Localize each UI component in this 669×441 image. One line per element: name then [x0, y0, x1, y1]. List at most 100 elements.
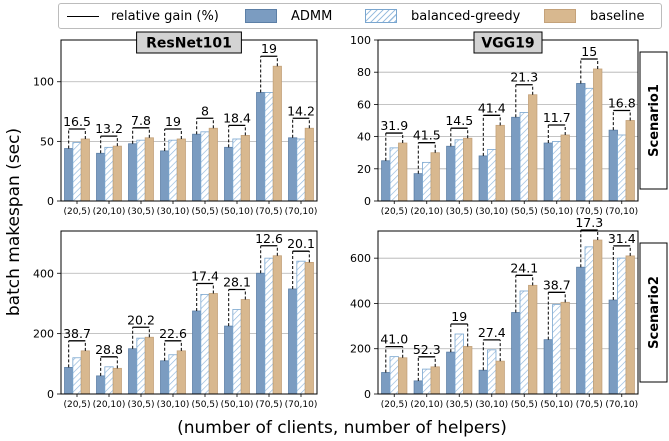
bar-balanced-greedy	[296, 138, 306, 202]
gain-label: 22.6	[159, 326, 187, 341]
bar-balanced-greedy	[296, 260, 306, 395]
x-tick-label: (30,5)	[127, 400, 154, 410]
scenario-label: Scenario2	[647, 276, 662, 349]
bar-baseline	[430, 152, 440, 202]
bar-balanced-greedy	[168, 354, 178, 395]
bar-baseline	[144, 137, 154, 202]
x-tick-label: (50,10)	[221, 400, 254, 410]
bar-balanced-greedy	[552, 141, 562, 202]
gain-label: 12.6	[255, 231, 283, 246]
x-tick-label: (20,5)	[381, 207, 408, 217]
bar-admm	[543, 142, 553, 202]
bar-admm	[64, 148, 74, 202]
bar-baseline	[463, 346, 473, 395]
bar-admm	[511, 116, 521, 202]
x-tick-label: (50,5)	[511, 400, 538, 410]
chart-panel-3: 0 200 400 (20,5) 38.7 (20,10) 28.8 (30,5) 20.2 (3…	[33, 230, 318, 410]
bar-admm	[381, 160, 391, 202]
bar-balanced-greedy	[136, 139, 146, 202]
bar-admm	[192, 310, 202, 395]
gain-label: 41.4	[478, 100, 506, 115]
gain-label: 28.1	[223, 275, 251, 290]
bar-baseline	[144, 336, 154, 395]
bar-baseline	[176, 350, 186, 395]
gain-label: 38.7	[543, 277, 571, 292]
gain-label: 17.4	[191, 268, 219, 283]
x-tick-label: (70,10)	[285, 207, 318, 217]
bar-balanced-greedy	[617, 257, 627, 395]
x-tick-label: (70,10)	[605, 400, 638, 410]
x-tick-label: (30,5)	[446, 207, 473, 217]
bar-balanced-greedy	[72, 357, 82, 395]
bar-baseline	[430, 366, 440, 395]
legend-label-relative-gain: relative gain (%)	[111, 8, 219, 24]
bar-admm	[288, 288, 298, 395]
bar-balanced-greedy	[422, 161, 432, 202]
bar-admm	[192, 133, 202, 202]
bar-balanced-greedy	[422, 368, 432, 395]
bar-baseline	[528, 94, 538, 202]
plot-frame	[377, 230, 639, 395]
legend-balanced-greedy-swatch	[365, 9, 397, 23]
bar-baseline	[398, 357, 408, 395]
gain-label: 14.5	[445, 113, 473, 128]
y-tick-label: 0	[47, 195, 54, 208]
gain-label: 19	[451, 309, 467, 324]
bar-balanced-greedy	[168, 139, 178, 202]
bar-admm	[413, 173, 423, 202]
x-tick-label: (20,10)	[410, 400, 443, 410]
bar-balanced-greedy	[454, 333, 464, 395]
x-tick-label: (30,10)	[475, 400, 508, 410]
gain-label: 18.4	[223, 110, 251, 125]
panel-title-box	[473, 31, 543, 54]
gain-label: 19	[261, 41, 277, 56]
x-tick-label: (70,5)	[576, 207, 603, 217]
bar-baseline	[625, 255, 635, 395]
gain-label: 15	[581, 44, 597, 59]
scenario-label-box	[639, 51, 668, 190]
x-tick-label: (70,5)	[255, 400, 282, 410]
bar-balanced-greedy	[584, 87, 594, 202]
gain-label: 27.4	[478, 325, 506, 340]
bar-balanced-greedy	[104, 366, 114, 395]
bar-baseline	[528, 284, 538, 395]
gain-label: 17.3	[575, 215, 603, 230]
y-tick-label: 400	[33, 267, 54, 280]
x-tick-label: (50,10)	[540, 207, 573, 217]
x-tick-label: (50,10)	[221, 207, 254, 217]
legend-line-swatch	[67, 15, 99, 17]
x-axis-label: (number of clients, number of helpers)	[177, 418, 507, 438]
gain-label: 16.5	[63, 114, 91, 129]
x-tick-label: (50,5)	[511, 207, 538, 217]
bar-admm	[288, 137, 298, 202]
x-tick-label: (70,10)	[285, 400, 318, 410]
legend-label-baseline: baseline	[590, 8, 645, 24]
panel-title: VGG19	[481, 36, 534, 52]
bar-admm	[446, 351, 456, 395]
bar-balanced-greedy	[454, 139, 464, 202]
bar-balanced-greedy	[104, 146, 114, 202]
y-tick-label: 0	[364, 388, 371, 401]
bar-baseline	[398, 142, 408, 202]
scenario-label-box	[639, 242, 668, 383]
bar-baseline	[625, 120, 635, 202]
bar-admm	[224, 146, 234, 202]
legend-admm-swatch	[245, 9, 277, 23]
bar-baseline	[304, 127, 314, 202]
bar-admm	[96, 375, 106, 395]
bar-baseline	[495, 124, 505, 202]
chart-panel-2: 0 20 40 60 80 100 (20,5) 31.9 (20,10) 41.5 (30,5) 1…	[350, 31, 639, 217]
x-tick-label: (20,10)	[410, 207, 443, 217]
gain-label: 16.8	[608, 96, 636, 111]
y-tick-label: 600	[350, 252, 371, 265]
y-tick-label: 200	[350, 343, 371, 356]
x-tick-label: (30,5)	[127, 207, 154, 217]
bar-admm	[256, 272, 266, 395]
bar-baseline	[240, 135, 250, 202]
x-tick-label: (20,10)	[93, 207, 126, 217]
bar-admm	[224, 325, 234, 395]
y-tick-label: 60	[357, 98, 371, 111]
gain-label: 14.2	[287, 103, 315, 118]
y-tick-label: 40	[357, 131, 371, 144]
gain-label: 20.1	[287, 236, 315, 251]
